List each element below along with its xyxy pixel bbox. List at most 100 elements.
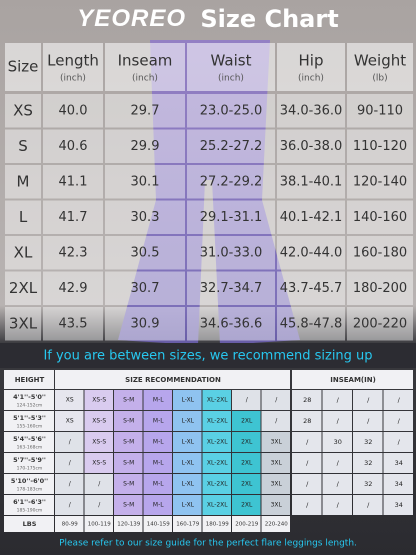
header-cell	[43, 43, 103, 91]
size-cell	[232, 390, 261, 410]
cell-value: 29.1-31.1	[200, 210, 263, 225]
cell-value: 30.9	[131, 317, 160, 332]
size-value: S-M	[123, 418, 134, 425]
table-cell	[43, 307, 103, 341]
size-cell	[261, 453, 290, 473]
cell-value: 31.0-33.0	[200, 246, 263, 261]
size-cell	[55, 474, 84, 494]
weight-cell	[261, 516, 290, 532]
weight-cell	[202, 516, 231, 532]
table-cell	[277, 94, 345, 128]
size-cell	[173, 474, 202, 494]
table-cell	[277, 236, 345, 270]
weight-value: 120-139	[117, 522, 140, 528]
size-cell	[55, 495, 84, 515]
size-cell	[84, 432, 113, 452]
cell-value: 23.0-25.0	[200, 104, 263, 119]
table-cell	[43, 94, 103, 128]
table-cell	[105, 307, 185, 341]
inseam-cell	[322, 474, 352, 494]
table-cell	[347, 129, 413, 163]
column-unit: (inch)	[132, 74, 158, 84]
size-value: S-M	[123, 502, 134, 509]
weight-value: 100-119	[88, 522, 111, 528]
inseam-cell	[353, 411, 383, 431]
size-cell	[202, 474, 231, 494]
table-cell	[5, 271, 41, 305]
inseam-value: /	[306, 501, 309, 509]
size-value: L-XL	[181, 418, 194, 425]
table-cell	[347, 271, 413, 305]
cell-value: 30.7	[131, 281, 160, 296]
size-label: XS	[13, 102, 33, 120]
inseam-cell	[383, 474, 413, 494]
header-cell	[105, 43, 185, 91]
inseam-cell	[353, 432, 383, 452]
cell-value: 41.7	[59, 210, 88, 225]
table-cell	[277, 307, 345, 341]
inseam-value: 28	[303, 417, 311, 425]
height-cell	[4, 453, 54, 473]
leggings-photo	[118, 40, 300, 345]
table-cell	[347, 94, 413, 128]
cell-value: 43.7-45.7	[280, 281, 343, 296]
inseam-value: /	[337, 459, 340, 467]
weight-cell	[55, 516, 84, 532]
weight-value: 220-240	[265, 522, 288, 528]
height-cm: 170-175cm	[17, 466, 43, 472]
size-value: XS-S	[92, 418, 106, 425]
size-value: /	[98, 481, 101, 488]
table-cell	[5, 94, 41, 128]
size-cell	[261, 432, 290, 452]
size-label: XL	[14, 244, 33, 262]
table-cell	[187, 94, 275, 128]
size-value: 2XL	[241, 481, 253, 488]
height-cm: 155-160cm	[17, 424, 43, 430]
size-value: L-XL	[181, 460, 194, 467]
cell-value: 40.0	[59, 104, 88, 119]
size-table: Size Length (inch) Inseam (inch) Waist (inch) H…	[5, 43, 413, 341]
size-cell	[202, 432, 231, 452]
table-cell	[105, 129, 185, 163]
cell-value: 30.3	[131, 210, 160, 225]
column-name: Hip	[299, 52, 324, 70]
size-cell	[232, 453, 261, 473]
height-ft: 5'1''-5'3''	[13, 414, 46, 422]
inseam-cell	[353, 453, 383, 473]
table-cell	[43, 165, 103, 199]
size-value: XS-S	[92, 397, 106, 404]
inseam-cell	[322, 390, 352, 410]
size-value: M-L	[153, 502, 164, 509]
weight-cell	[143, 516, 172, 532]
size-value: L-XL	[181, 439, 194, 446]
size-cell	[261, 390, 290, 410]
cell-value: 34.6-36.6	[200, 317, 263, 332]
size-cell	[202, 495, 231, 515]
weight-cell	[114, 516, 143, 532]
table-cell	[43, 129, 103, 163]
notice-band	[0, 343, 416, 368]
column-name: Length	[47, 52, 99, 70]
size-cell	[114, 495, 143, 515]
size-cell	[143, 411, 172, 431]
size-cell	[261, 411, 290, 431]
size-cell	[202, 411, 231, 431]
column-name: Weight	[354, 52, 406, 70]
size-value: /	[69, 460, 72, 467]
cell-value: 34.0-36.0	[280, 104, 343, 119]
inseam-value: /	[398, 438, 401, 446]
footer: Please refer to our size guide for the p…	[59, 539, 357, 549]
header-cell	[55, 370, 290, 389]
table-cell	[43, 271, 103, 305]
size-value: /	[275, 418, 278, 425]
weight-cell	[173, 516, 202, 532]
inseam-value: /	[398, 417, 401, 425]
height-cell	[4, 474, 54, 494]
column-name: Size	[8, 58, 39, 76]
weight-label-cell	[4, 516, 54, 532]
inseam-value: 32	[364, 480, 372, 488]
size-cell	[84, 390, 113, 410]
inseam-value: /	[337, 396, 340, 404]
table-cell	[347, 200, 413, 234]
inseam-value: /	[367, 396, 370, 404]
